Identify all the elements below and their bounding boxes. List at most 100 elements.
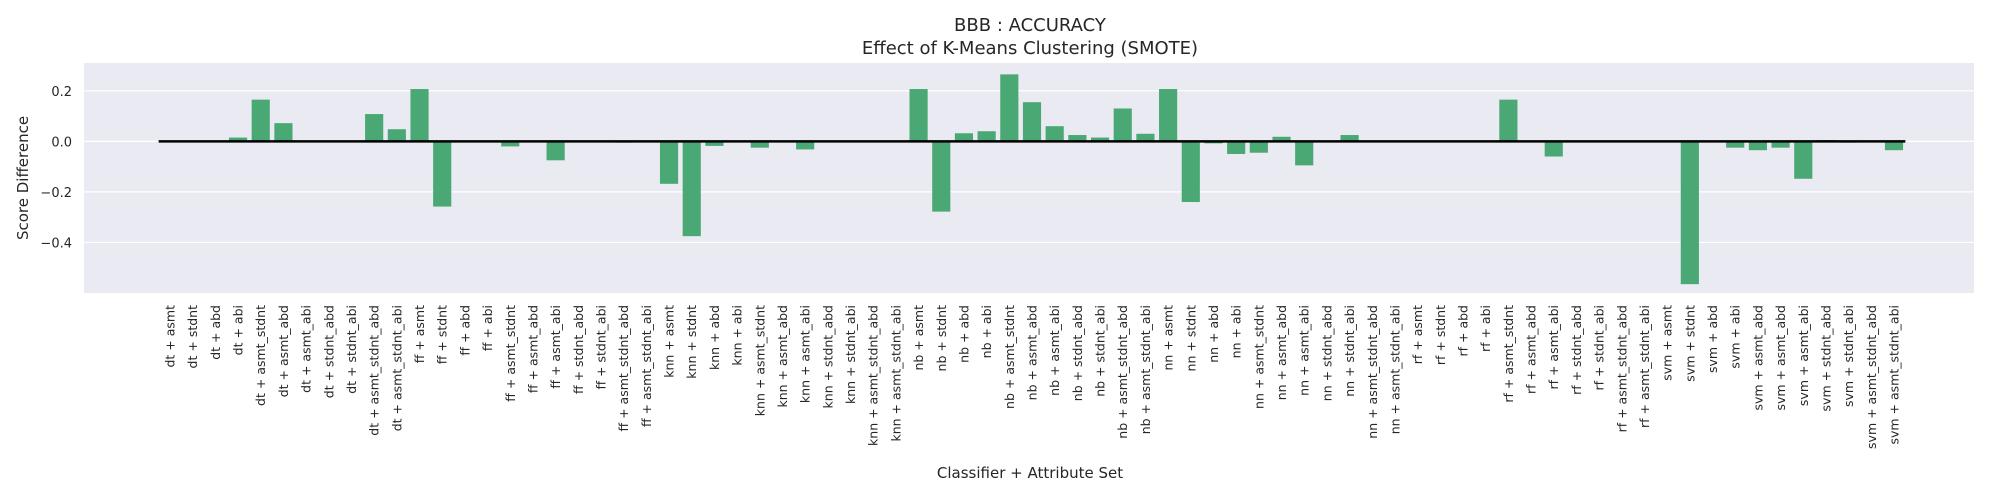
bar	[1022, 102, 1042, 142]
x-tick-label: knn + stdnt_abi	[843, 305, 858, 404]
x-tick-label: rf + stdnt	[1433, 305, 1448, 365]
x-tick-label: dt + stdnt	[185, 305, 200, 369]
y-axis-label: Score Difference	[14, 116, 32, 240]
x-tick-label: dt + stdnt_abi	[344, 305, 359, 394]
y-tick-label: 0.2	[51, 85, 72, 100]
x-tick-label: nn + abd	[1206, 305, 1221, 363]
x-tick-label: nn + asmt_stdnt_abd	[1365, 305, 1380, 439]
x-tick-label: ff + abd	[457, 305, 472, 356]
bar	[659, 141, 679, 184]
x-tick-label: ff + stdnt_abi	[594, 305, 609, 390]
x-tick-label: dt + asmt_abd	[276, 305, 291, 397]
bar	[1272, 136, 1291, 142]
x-tick-label: ff + asmt_abd	[525, 305, 540, 393]
x-tick-label: nn + asmt_stdnt	[1251, 305, 1266, 409]
x-tick-label: rf + asmt	[1410, 305, 1425, 364]
x-tick-label: rf + stdnt_abi	[1592, 305, 1607, 390]
x-axis-ticks: dt + asmt dt + stdnt dt + abd dt + abi dt + …	[163, 305, 1902, 449]
x-tick-label: knn + asmt_stdnt_abd	[866, 305, 881, 446]
x-tick-label: rf + asmt_stdnt	[1501, 305, 1516, 403]
x-tick-label: ff + stdnt	[435, 305, 450, 364]
y-tick-label: 0.0	[51, 135, 72, 150]
bar	[501, 141, 520, 147]
bar	[1068, 135, 1087, 142]
bar	[1295, 141, 1314, 166]
bar	[682, 141, 701, 237]
x-tick-label: dt + stdnt_abd	[321, 305, 336, 398]
x-tick-label: rf + abi	[1478, 305, 1493, 352]
bar	[1340, 135, 1359, 142]
x-tick-label: svm + stdnt_abd	[1818, 305, 1833, 411]
bar	[1726, 141, 1745, 148]
x-tick-label: knn + stdnt_abd	[820, 305, 835, 408]
bar	[387, 129, 406, 142]
x-tick-label: nn + stdnt	[1183, 305, 1198, 372]
bar	[705, 141, 724, 146]
x-tick-label: svm + stdnt	[1682, 305, 1697, 382]
x-tick-label: knn + asmt	[662, 305, 677, 378]
x-tick-label: knn + abd	[707, 305, 722, 370]
x-axis-label: Classifier + Attribute Set	[937, 464, 1123, 482]
bar	[954, 133, 974, 142]
bar	[365, 114, 384, 142]
bar	[1748, 141, 1767, 151]
bar	[1544, 141, 1563, 157]
bar	[546, 141, 565, 161]
x-tick-label: svm + asmt_abd	[1750, 305, 1765, 411]
x-tick-label: nb + abi	[979, 305, 994, 358]
x-tick-label: nb + asmt_abi	[1047, 305, 1062, 396]
bar	[909, 89, 928, 142]
x-tick-label: nn + asmt	[1161, 305, 1176, 371]
bar	[1136, 133, 1155, 142]
bar	[1680, 141, 1699, 285]
x-tick-label: dt + asmt_stdnt	[253, 305, 268, 406]
x-tick-label: rf + stdnt_abd	[1569, 305, 1584, 395]
bar	[1771, 141, 1790, 148]
x-tick-label: dt + abi	[231, 305, 246, 355]
x-tick-label: rf + asmt_stdnt_abd	[1614, 305, 1629, 432]
bar	[1159, 89, 1178, 142]
x-tick-label: knn + asmt_stdnt	[752, 305, 767, 416]
x-tick-label: ff + asmt_stdnt	[503, 305, 518, 402]
x-tick-label: nn + asmt_abd	[1274, 305, 1289, 400]
bar	[1090, 137, 1110, 142]
x-tick-label: rf + asmt_abd	[1524, 305, 1539, 394]
bar	[1113, 108, 1132, 142]
x-tick-label: nb + stdnt_abi	[1093, 305, 1108, 397]
x-tick-label: nn + asmt_abi	[1297, 305, 1312, 396]
x-tick-label: ff + asmt_abi	[548, 305, 563, 389]
x-tick-label: knn + asmt_abi	[798, 305, 813, 403]
y-axis-ticks: 0.2 0.0 −0.2 −0.4	[40, 85, 72, 252]
bar	[228, 137, 248, 142]
x-tick-label: svm + abi	[1728, 305, 1743, 369]
x-tick-label: rf + abd	[1456, 305, 1471, 357]
bar	[932, 141, 951, 212]
chart-subtitle: Effect of K-Means Clustering (SMOTE)	[862, 38, 1198, 59]
x-tick-label: svm + asmt_abi	[1796, 305, 1811, 406]
x-tick-label: ff + asmt	[412, 305, 427, 363]
x-tick-label: svm + asmt_abd	[1773, 305, 1788, 411]
x-tick-label: nb + asmt_stdnt_abd	[1115, 305, 1130, 439]
bar	[433, 141, 452, 207]
x-tick-label: nn + abi	[1229, 305, 1244, 358]
bar	[1181, 141, 1200, 203]
bar	[1227, 141, 1246, 154]
x-tick-label: rf + asmt_abi	[1546, 305, 1561, 390]
y-tick-label: −0.4	[40, 236, 72, 251]
x-tick-label: nb + abd	[956, 305, 971, 363]
x-tick-label: svm + stdnt_abi	[1841, 305, 1856, 407]
x-tick-label: nb + stdnt_abd	[1070, 305, 1085, 401]
x-tick-label: nb + asmt_stdnt	[1002, 305, 1017, 409]
x-tick-label: nb + asmt_stdnt_abi	[1138, 305, 1153, 434]
bar	[1884, 141, 1904, 151]
x-tick-label: dt + asmt_abi	[299, 305, 314, 393]
plot-area	[84, 63, 1974, 293]
y-tick-label: −0.2	[40, 186, 72, 201]
x-tick-label: knn + stdnt	[684, 305, 699, 379]
x-tick-label: nn + asmt_stdnt_abi	[1387, 305, 1402, 434]
bar	[750, 141, 769, 148]
x-tick-label: svm + asmt_stdnt_abi	[1887, 305, 1902, 445]
x-tick-label: dt + abd	[208, 305, 223, 360]
x-tick-label: nb + asmt_abd	[1025, 305, 1040, 400]
